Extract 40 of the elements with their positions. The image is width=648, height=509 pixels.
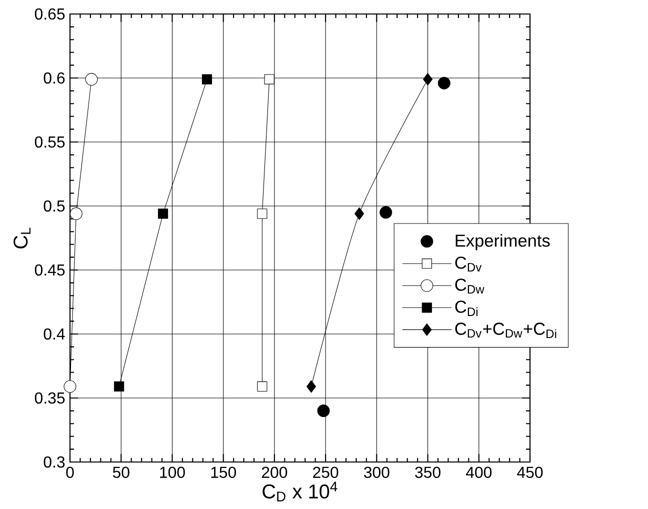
point (257, 381, 268, 392)
legend-label: C$_{Dv}$ (455, 256, 482, 272)
y-tick-label: 0.6 (44, 72, 65, 84)
point (70, 207, 82, 220)
point (264, 74, 274, 84)
point (423, 73, 433, 86)
legend-label: Experiments (456, 234, 550, 250)
point (380, 206, 392, 219)
y-tick-label: 0.35 (34, 392, 65, 404)
legend-label: C$_{Dw}$ (455, 278, 484, 294)
y-tick-label: 0.65 (34, 8, 65, 20)
x-tick-label: 50 (112, 466, 130, 478)
point (354, 207, 364, 220)
legend-label: C$_{Di}$ (455, 300, 478, 316)
point (158, 208, 168, 219)
point (438, 76, 450, 90)
y-tick-label: 0.55 (34, 136, 65, 148)
x-tick-label: 250 (313, 466, 338, 478)
x-tick-label: 200 (262, 466, 288, 478)
legend-label: C$_{Dv}$+C$_{Dw}$+C$_{Di}$ (455, 322, 556, 338)
x-tick-label: 400 (466, 466, 492, 478)
x-tick-label: 450 (517, 466, 543, 478)
point (317, 404, 330, 418)
point (85, 73, 98, 86)
x-axis-title: C$_{D}$ x 10$^{4}$ (262, 482, 338, 502)
y-tick-label: 0.5 (44, 200, 65, 212)
x-tick-label: 150 (211, 466, 236, 478)
y-tick-label: 0.3 (44, 456, 65, 468)
point (306, 380, 316, 393)
y-tick-label: 0.4 (44, 328, 65, 340)
x-tick-label: 300 (364, 466, 390, 478)
x-tick-label: 350 (415, 466, 440, 478)
x-tick-label: 0 (66, 466, 74, 478)
point (114, 381, 124, 392)
point (202, 74, 212, 84)
point (64, 380, 76, 393)
y-tick-label: 0.45 (34, 264, 65, 276)
point (257, 208, 268, 219)
y-axis-title: C$_{L}$ (14, 228, 30, 248)
x-tick-label: 100 (160, 466, 185, 478)
